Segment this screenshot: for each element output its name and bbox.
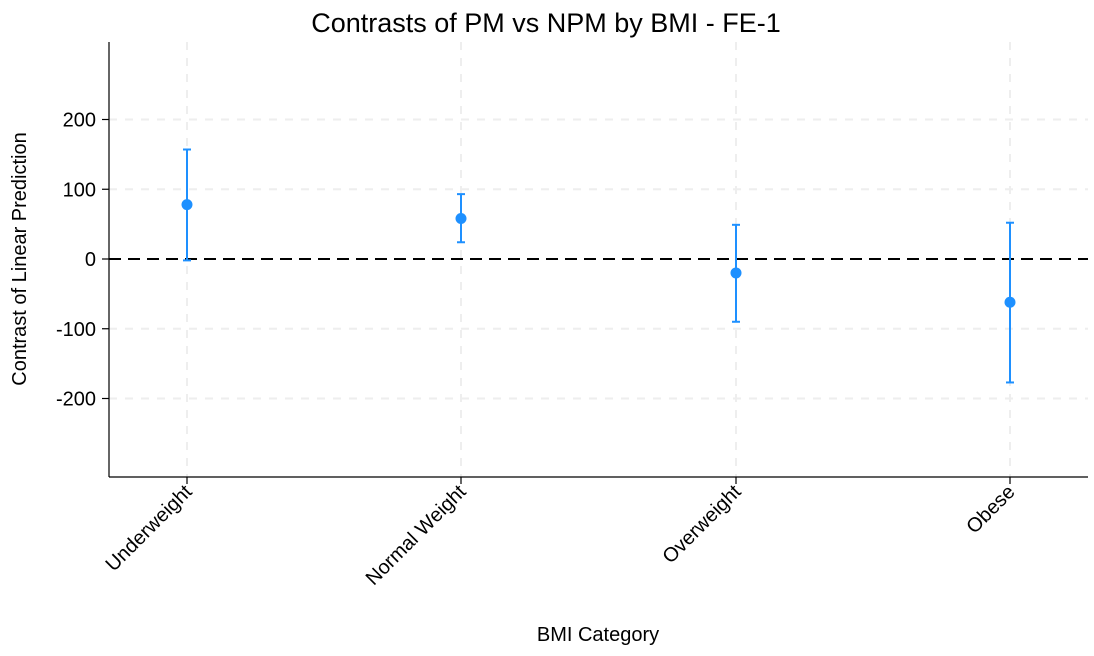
grid-layer <box>109 42 1088 477</box>
x-axis-label: BMI Category <box>537 624 659 646</box>
data-layer <box>181 148 1016 384</box>
y-tick-labels: -200 -100 0 100 200 <box>56 110 96 411</box>
x-tick-label: Overweight <box>658 481 745 568</box>
y-tick-label: -100 <box>56 319 96 341</box>
y-tick-label: -200 <box>56 389 96 411</box>
x-tick-label: Normal Weight <box>362 481 471 590</box>
axes-layer <box>102 42 1088 484</box>
chart-title: Contrasts of PM vs NPM by BMI - FE-1 <box>311 8 781 38</box>
estimate-point <box>455 213 467 225</box>
x-tick-labels: Underweight Normal Weight Overweight Obese <box>102 481 1020 590</box>
y-tick-label: 200 <box>63 110 96 132</box>
x-tick-label: Underweight <box>102 481 197 576</box>
estimate-point <box>730 267 742 279</box>
x-tick-label: Obese <box>962 481 1019 538</box>
estimate-point <box>181 199 193 211</box>
y-tick-label: 100 <box>63 179 96 201</box>
y-axis-label: Contrast of Linear Prediction <box>9 132 31 385</box>
estimate-point <box>1004 296 1016 308</box>
y-tick-label: 0 <box>85 249 96 271</box>
